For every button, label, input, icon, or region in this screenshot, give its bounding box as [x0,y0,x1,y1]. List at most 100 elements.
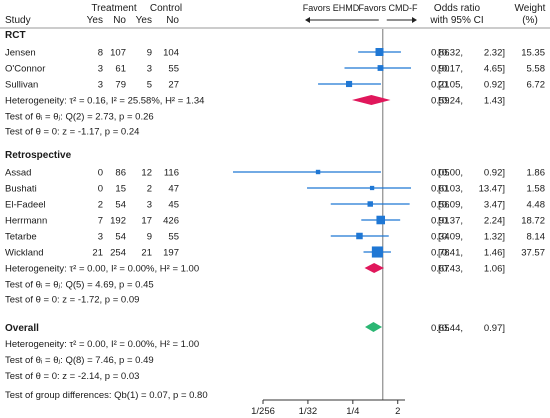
group-1-study-2-marker [367,201,373,207]
group-1-study-2-name: El-Fadeel [5,200,46,211]
group-0-heterogeneity: Heterogeneity: τ² = 0.16, I² = 25.58%, H… [5,96,204,107]
x-tick-label-0: 1/256 [251,406,275,417]
favors-right-arrowhead [412,17,417,23]
group-1-study-2-bracket: [ [438,200,441,211]
overall-ci-low: 0.44, [442,323,463,334]
overall-bracket: [ [438,323,441,334]
group-0-study-2-marker [345,80,353,88]
group-1-study-4-ci-low: 0.09, [442,232,463,243]
group-1-study-0-control-no: 116 [164,168,179,179]
group-0-study-1-or: 0.90 [431,64,450,75]
group-0-study-2-treatment-yes: 3 [98,80,103,91]
group-1-study-3-marker [376,215,386,225]
overall-diamond [365,322,383,332]
group-1-study-1-marker [369,185,375,191]
header-control: Control [150,3,182,14]
group-1-heterogeneity: Heterogeneity: τ² = 0.00, I² = 0.00%, H²… [5,264,199,275]
group-1-study-0-ci-low: 0.00, [442,168,463,179]
overall-ci-high: 0.97] [484,323,505,334]
group-1-study-3-bracket: [ [438,216,441,227]
group-1-study-1-name: Bushati [5,184,37,195]
group-0-study-1-bracket: [ [438,64,441,75]
group-1-study-0-control-yes: 12 [141,168,152,179]
group-0-study-1-control-no: 55 [168,64,179,75]
group-1-study-1-control-yes: 2 [147,184,152,195]
group-1-summary-bracket: [ [438,264,441,275]
group-0-test-z: Test of θ = 0: z = -1.17, p = 0.24 [5,127,139,138]
header-treatment-yes: Yes [87,15,103,26]
group-0-study-0-or: 0.86 [431,48,450,59]
group-0-study-0-marker [375,48,384,56]
group-0-study-1-ci-high: 4.65] [484,64,505,75]
group-0-study-0-weight: 15.35 [521,48,545,59]
group-1-test-q: Test of θᵢ = θⱼ: Q(5) = 4.69, p = 0.45 [5,280,154,291]
favors-left-label: Favors EHMD [303,3,360,13]
group-0-study-1-treatment-yes: 3 [98,64,103,75]
group-1-study-4-ci-high: 1.32] [484,232,505,243]
group-1-study-1-ci-high: 13.47] [479,184,505,195]
group-1-study-5-name: Wickland [5,248,44,259]
favors-right-label: Favors CMD-F [359,3,418,13]
group-0-study-0-control-yes: 9 [147,48,152,59]
group-0-study-0-ci-low: 0.32, [442,48,463,59]
group-0-summary-bracket: [ [438,96,441,107]
group-0-summary-ci-low: 0.24, [442,96,463,107]
group-1-study-2-or: 0.56 [431,200,450,211]
overall-test-z: Test of θ = 0: z = -2.14, p = 0.03 [5,371,139,382]
group-1-study-2-ci-low: 0.09, [442,200,463,211]
group-1-study-0-ci-high: 0.92] [484,168,505,179]
overall-or: 0.65 [431,323,450,334]
group-1-study-5-control-no: 197 [163,248,179,259]
group-1-study-4-bracket: [ [438,232,441,243]
overall-test-q: Test of θᵢ = θⱼ: Q(8) = 7.46, p = 0.49 [5,355,154,366]
group-0-summary-diamond [351,95,391,105]
group-0-title: RCT [5,30,26,41]
header-ci: with 95% CI [429,15,483,26]
group-0-study-1-treatment-no: 61 [115,64,126,75]
group-1-study-5-marker [371,246,383,258]
group-1-study-0-treatment-yes: 0 [98,168,103,179]
group-0-study-1-marker [377,65,384,71]
group-1-summary-diamond [364,263,385,273]
group-1-study-5-or: 0.78 [431,248,450,259]
group-1-title: Retrospective [5,150,72,161]
group-1-study-2-weight: 4.48 [527,200,546,211]
group-1-study-3-or: 0.91 [431,216,450,227]
group-1-study-4-treatment-yes: 3 [98,232,103,243]
group-1-study-5-treatment-yes: 21 [92,248,103,259]
overall-heterogeneity: Heterogeneity: τ² = 0.00, I² = 0.00%, H²… [5,339,199,350]
group-1-study-4-control-no: 55 [168,232,179,243]
group-0-study-0-treatment-yes: 8 [98,48,103,59]
header-treatment-no: No [113,15,126,26]
x-tick-label-1: 1/32 [299,406,318,417]
group-1-study-3-control-yes: 17 [141,216,152,227]
group-0-study-2-ci-low: 0.05, [442,80,463,91]
group-1-study-4-marker [356,232,363,240]
group-1-study-4-control-yes: 9 [147,232,152,243]
group-0-study-1-weight: 5.58 [527,64,546,75]
group-1-study-1-weight: 1.58 [527,184,546,195]
group-1-study-3-name: Herrmann [5,216,47,227]
group-1-study-1-treatment-no: 15 [115,184,126,195]
group-1-study-4-or: 0.34 [431,232,450,243]
x-tick-label-3: 2 [395,406,400,417]
group-0-summary-ci-high: 1.43] [484,96,505,107]
group-1-study-4-name: Tetarbe [5,232,37,243]
group-1-study-4-treatment-no: 54 [115,232,126,243]
group-1-summary-or: 0.67 [431,264,450,275]
header-control-no: No [166,15,179,26]
group-0-study-2-treatment-no: 79 [115,80,126,91]
group-1-study-5-bracket: [ [438,248,441,259]
group-0-study-2-bracket: [ [438,80,441,91]
group-1-study-1-bracket: [ [438,184,441,195]
group-1-study-3-treatment-no: 192 [110,216,126,227]
group-1-study-5-ci-low: 0.41, [442,248,463,259]
group-1-test-z: Test of θ = 0: z = -1.72, p = 0.09 [5,295,139,306]
group-0-study-0-treatment-no: 107 [110,48,126,59]
group-0-study-2-ci-high: 0.92] [484,80,505,91]
group-1-study-2-control-no: 45 [168,200,179,211]
group-1-study-3-treatment-yes: 7 [98,216,103,227]
group-1-study-4-weight: 8.14 [527,232,546,243]
group-1-study-1-treatment-yes: 0 [98,184,103,195]
